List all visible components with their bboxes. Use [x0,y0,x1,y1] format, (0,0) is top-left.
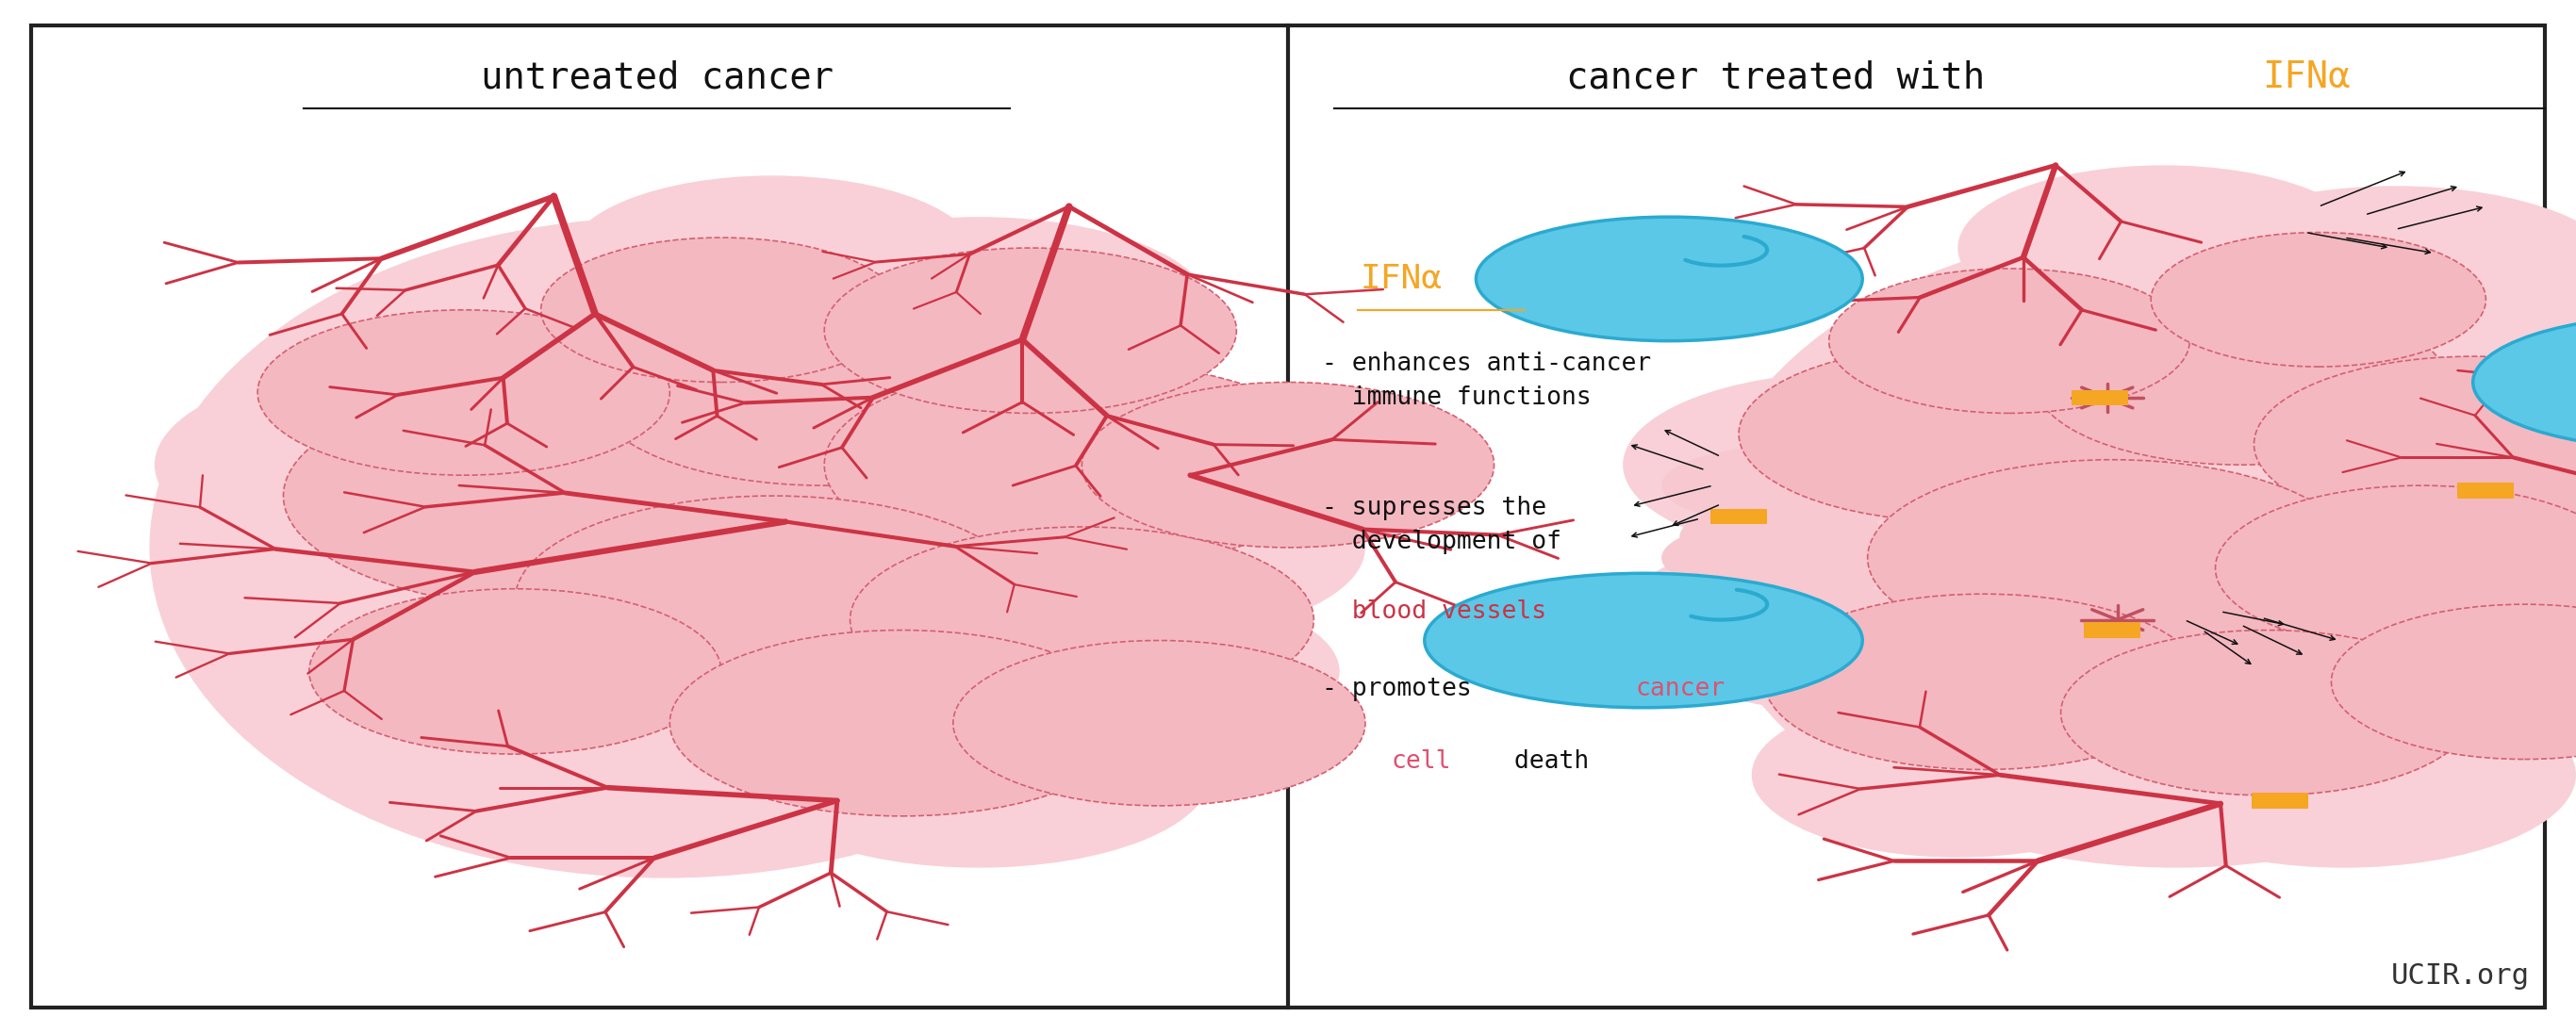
Circle shape [927,589,1340,754]
Circle shape [2254,356,2576,532]
Circle shape [902,455,1365,640]
Circle shape [1623,527,2087,713]
Circle shape [1958,165,2370,331]
Circle shape [592,300,1056,486]
Circle shape [2061,630,2473,795]
Circle shape [2112,682,2576,868]
Bar [2071,389,2128,406]
Circle shape [1829,269,2190,413]
Circle shape [1082,382,1494,547]
Bar [2458,482,2514,499]
Circle shape [850,527,1314,713]
Circle shape [2164,186,2576,372]
Circle shape [2331,604,2576,759]
Ellipse shape [149,217,1180,878]
Circle shape [1623,372,2087,558]
Circle shape [1752,692,2164,857]
Text: UCIR.org: UCIR.org [2391,963,2530,990]
Circle shape [309,589,721,754]
Circle shape [541,238,902,382]
Text: cancer: cancer [1636,677,1726,701]
Circle shape [1739,346,2177,522]
Circle shape [747,217,1211,403]
Circle shape [2035,300,2447,465]
Circle shape [567,176,979,341]
Text: IFNα: IFNα [2262,60,2349,95]
Ellipse shape [2473,315,2576,449]
Circle shape [824,248,1236,413]
Circle shape [2370,362,2576,547]
Circle shape [283,382,850,609]
Text: cancer treated with: cancer treated with [1566,60,2007,95]
Text: cell: cell [1391,749,1450,774]
Circle shape [515,496,1030,702]
Circle shape [155,362,670,568]
Ellipse shape [1476,217,1862,341]
Circle shape [2215,486,2576,651]
Text: - supresses the
  development of: - supresses the development of [1321,496,1561,555]
Text: blood vessels: blood vessels [1321,599,1546,624]
Circle shape [670,630,1133,816]
Circle shape [180,506,644,692]
Ellipse shape [1662,444,1945,527]
Ellipse shape [1680,583,1927,657]
Circle shape [2151,232,2486,367]
Text: - enhances anti-cancer
  immune functions: - enhances anti-cancer immune functions [1321,351,1651,410]
Circle shape [2293,527,2576,713]
Text: untreated cancer: untreated cancer [482,60,832,95]
Bar [1710,508,1767,525]
Circle shape [1868,460,2357,656]
Text: IFNα: IFNα [1360,262,1443,295]
Ellipse shape [1662,519,1919,597]
Bar [2084,622,2141,638]
Bar [2251,792,2308,809]
Circle shape [747,682,1211,868]
Circle shape [258,310,670,475]
Text: - promotes: - promotes [1321,677,1486,701]
Text: death: death [1499,749,1589,774]
Circle shape [361,692,773,857]
FancyBboxPatch shape [31,26,2545,1007]
Ellipse shape [1700,227,2576,868]
Circle shape [1765,594,2202,770]
Ellipse shape [1680,501,1886,573]
Ellipse shape [1425,573,1862,708]
Circle shape [824,362,1340,568]
Circle shape [953,640,1365,806]
